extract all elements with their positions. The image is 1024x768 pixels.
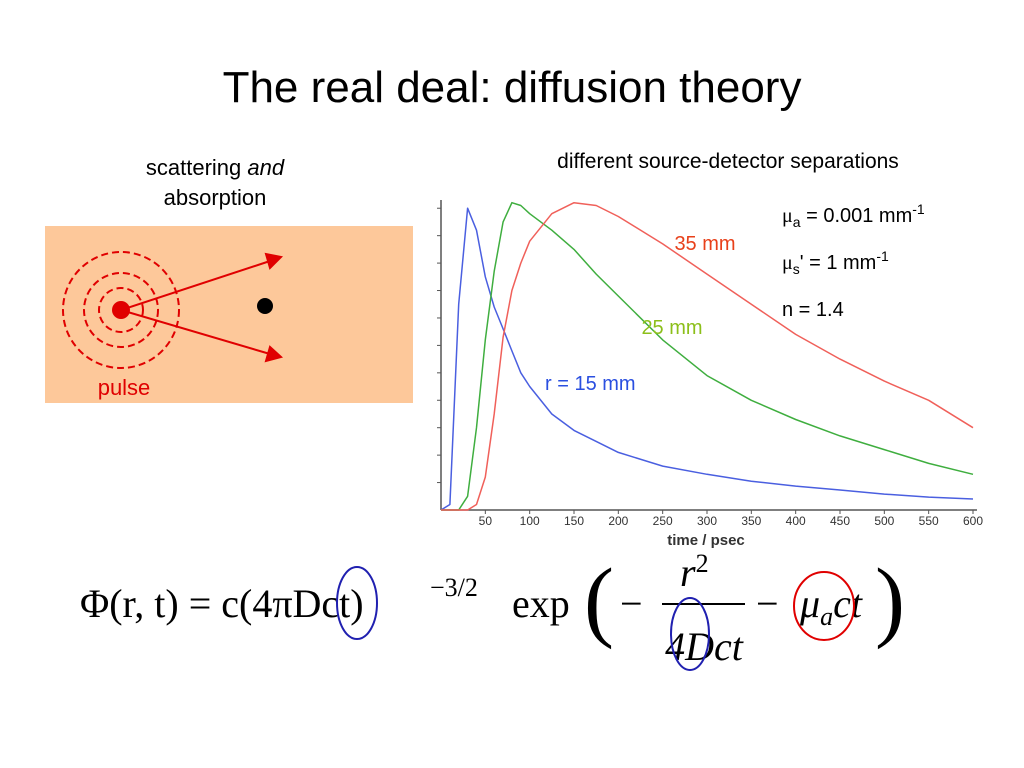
- chart: 50 100 150 200 250 300 350 400 450 500 550 600 time …: [430, 190, 990, 550]
- param-sup: -1: [876, 248, 889, 264]
- arrows: [120, 252, 284, 363]
- diagram-caption: scattering and: [146, 155, 285, 180]
- parameter: μa = 0.001 mm-1: [782, 201, 925, 230]
- formula: Φ(r, t) = c(4πDct) −3/2 exp ( − r2 4Dct …: [80, 549, 905, 671]
- formula-paren: ): [875, 551, 905, 650]
- chart-title: different source-detector separations: [557, 150, 899, 173]
- x-tick-label: 400: [786, 514, 806, 528]
- medium: [45, 226, 413, 403]
- term-tail: ct: [833, 581, 863, 626]
- series-line: [440, 207, 974, 511]
- term: μ: [799, 581, 820, 626]
- param-text: n = 1.4: [782, 299, 844, 321]
- x-axis-label: time / psec: [667, 532, 745, 549]
- slide-title: The real deal: diffusion theory: [223, 63, 802, 112]
- param-sup: -1: [912, 201, 925, 217]
- series-label: 25 mm: [641, 317, 702, 339]
- diagram-caption: absorption: [164, 185, 267, 210]
- param-symbol: μ: [782, 252, 793, 274]
- formula-exponent: −3/2: [430, 573, 478, 602]
- formula-paren: (: [584, 551, 614, 650]
- pulse-label: pulse: [98, 375, 151, 400]
- formula-lhs: Φ(r, t) = c(4πDct): [80, 581, 364, 626]
- param-text: ' = 1 mm: [800, 252, 877, 274]
- x-tick-label: 150: [564, 514, 584, 528]
- x-tick-label: 250: [653, 514, 673, 528]
- formula-minus: −: [620, 581, 643, 626]
- x-tick-label: 350: [741, 514, 761, 528]
- x-tick-label: 600: [963, 514, 983, 528]
- series-line: [441, 201, 974, 511]
- parameter: n = 1.4: [782, 299, 844, 321]
- detector: [257, 298, 273, 314]
- series-line: [441, 201, 974, 511]
- x-tick-label: 500: [874, 514, 894, 528]
- term-sub: a: [820, 602, 833, 631]
- series-label: 35 mm: [674, 233, 735, 255]
- param-symbol: μ: [782, 205, 793, 227]
- series-label: r = 15 mm: [545, 373, 636, 395]
- numerator: r: [680, 550, 696, 595]
- param-sub: a: [793, 214, 801, 230]
- x-tick-label: 450: [830, 514, 850, 528]
- wavefronts: [62, 251, 180, 369]
- caption-emphasis: and: [247, 155, 284, 180]
- x-tick-label: 50: [479, 514, 493, 528]
- formula-numerator: r2: [680, 549, 709, 595]
- highlights: [336, 566, 855, 671]
- formula-term: μact: [799, 581, 863, 631]
- x-tick-label: 550: [919, 514, 939, 528]
- formula-exp: exp: [512, 581, 570, 626]
- param-sub: s: [793, 261, 800, 277]
- parameter: μs' = 1 mm-1: [782, 248, 889, 277]
- numerator-sup: 2: [696, 549, 709, 578]
- formula-denominator: 4Dct: [665, 624, 744, 669]
- x-tick-label: 100: [520, 514, 540, 528]
- x-tick-label: 300: [697, 514, 717, 528]
- caption-start: scattering: [146, 155, 248, 180]
- x-tick-label: 200: [608, 514, 628, 528]
- formula-minus: −: [756, 581, 779, 626]
- param-text: = 0.001 mm: [801, 205, 913, 227]
- plot-area: [430, 190, 990, 550]
